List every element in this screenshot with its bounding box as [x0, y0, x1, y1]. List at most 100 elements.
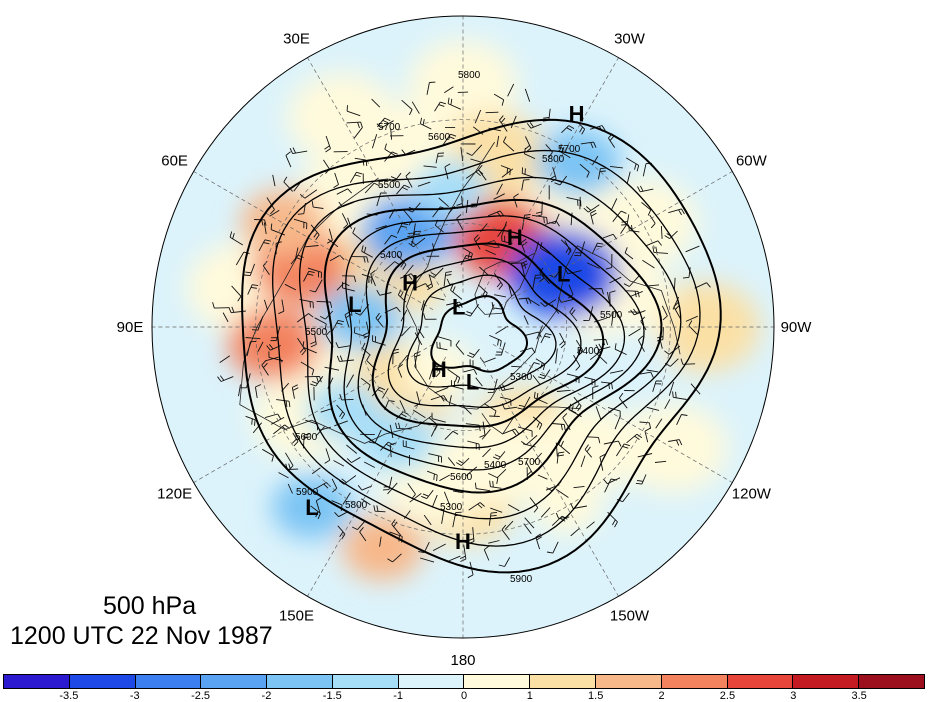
wind-barb	[603, 477, 621, 485]
wind-barb	[402, 440, 415, 450]
wind-barb	[421, 489, 434, 500]
wind-barb	[492, 451, 506, 460]
wind-barb	[533, 452, 543, 463]
wind-barb	[372, 335, 386, 346]
height-contour	[323, 198, 663, 494]
wind-barb	[423, 514, 432, 526]
wind-barb	[423, 313, 437, 320]
wind-barb	[520, 435, 538, 446]
wind-barb	[310, 224, 320, 240]
wind-barb	[305, 245, 319, 248]
wind-barb	[510, 115, 517, 129]
colorbar-swatch	[793, 675, 860, 688]
height-contour	[241, 118, 722, 574]
wind-barb	[646, 369, 659, 373]
wind-barb	[375, 312, 384, 328]
title-level: 500 hPa	[103, 592, 197, 620]
height-contour	[406, 274, 557, 390]
contour-label: 5800	[345, 500, 368, 511]
wind-barb	[370, 270, 376, 286]
wind-barb	[352, 256, 369, 263]
latitude-circle	[358, 222, 568, 432]
contour-label: 5700	[518, 457, 541, 468]
wind-barb	[371, 134, 378, 149]
wind-barb	[532, 214, 548, 224]
wind-barb	[481, 429, 491, 440]
wind-barb	[624, 290, 640, 298]
wind-barb	[460, 255, 472, 266]
wind-barb	[474, 109, 482, 124]
wind-barb	[349, 171, 363, 183]
wind-barb	[555, 488, 569, 498]
wind-barb	[532, 274, 542, 289]
longitude-label: 120E	[157, 486, 192, 503]
wind-barb	[379, 536, 382, 547]
low-pressure-marker: L	[348, 292, 361, 317]
contour-label: 5700	[558, 144, 581, 155]
wind-barb	[336, 355, 354, 362]
wind-barb	[389, 424, 394, 439]
wind-barb	[401, 99, 413, 116]
wind-barb	[556, 451, 565, 464]
wind-barb	[466, 144, 483, 156]
wind-barb	[324, 448, 331, 464]
wind-barb	[682, 267, 691, 279]
wind-barb	[453, 490, 464, 494]
longitude-label: 150W	[610, 607, 650, 624]
wind-barb	[501, 524, 510, 540]
wind-barb	[371, 98, 381, 108]
longitude-label: 120W	[732, 486, 772, 503]
contour-label: 5400	[484, 460, 507, 471]
contour-label: 5700	[378, 122, 401, 133]
wind-barb	[668, 208, 685, 216]
wind-barb	[494, 294, 506, 298]
wind-barb	[434, 101, 447, 112]
wind-barb	[427, 470, 438, 482]
wind-barb	[664, 399, 671, 410]
colorbar-swatch	[727, 675, 794, 688]
wind-barb	[441, 509, 445, 524]
wind-barb	[597, 167, 607, 180]
wind-barb	[555, 348, 558, 364]
wind-barb	[588, 288, 604, 295]
wind-barb	[262, 260, 270, 276]
wind-barb	[580, 141, 597, 149]
wind-barb	[334, 420, 348, 427]
wind-barb	[595, 343, 611, 351]
wind-barb	[523, 315, 529, 325]
wind-barb	[311, 201, 324, 209]
wind-barb	[603, 440, 622, 447]
latitude-circle	[255, 119, 671, 535]
wind-barb	[270, 223, 286, 236]
colorbar-tick-label: -2	[261, 690, 272, 702]
wind-barb	[432, 543, 446, 551]
anomaly-patch	[532, 479, 602, 535]
low-pressure-marker: L	[452, 295, 465, 320]
wind-barb	[391, 519, 402, 536]
wind-barb	[411, 230, 422, 246]
wind-barb	[401, 326, 411, 337]
wind-barb	[489, 480, 502, 489]
wind-barb	[419, 117, 432, 130]
wind-barb	[488, 540, 500, 544]
wind-barb	[352, 521, 366, 531]
height-contour	[272, 149, 701, 547]
wind-barb	[334, 511, 349, 518]
wind-barb	[536, 325, 543, 340]
wind-barb	[331, 478, 338, 493]
colorbar-swatch	[661, 675, 728, 688]
wind-barb	[217, 375, 234, 382]
wind-barb	[475, 377, 483, 387]
wind-barb	[566, 407, 577, 414]
wind-barb	[609, 369, 624, 374]
height-contour	[298, 176, 682, 520]
longitude-label: 0	[459, 0, 467, 3]
wind-barb	[611, 311, 614, 326]
wind-barb	[624, 247, 634, 260]
wind-barb	[447, 555, 461, 562]
wind-barb	[360, 377, 371, 391]
height-contour	[430, 295, 528, 373]
colorbar-swatch	[267, 675, 333, 688]
anomaly-patch	[341, 515, 424, 581]
wind-barb	[618, 392, 628, 409]
